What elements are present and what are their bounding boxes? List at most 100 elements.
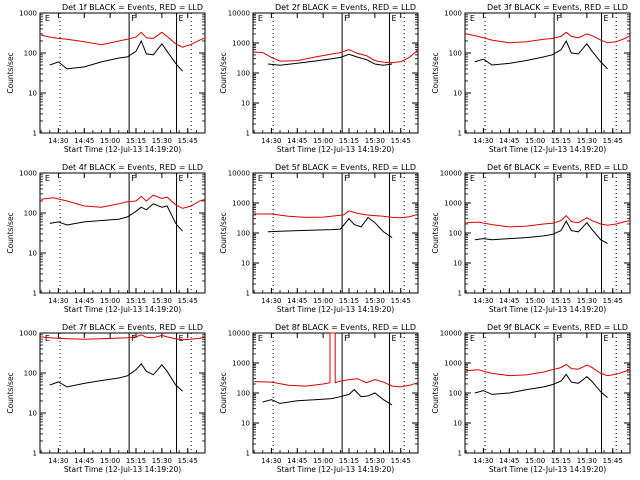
interval-marker-label: F xyxy=(556,174,561,183)
interval-marker-label: E xyxy=(604,334,609,343)
x-tick-label: 15:30 xyxy=(577,297,597,305)
x-tick-label: 15:00 xyxy=(313,137,333,145)
events-series-line xyxy=(267,53,393,66)
y-tick-label: 1000 xyxy=(232,200,250,208)
x-tick-label: 15:45 xyxy=(391,297,411,305)
y-tick-label: 1 xyxy=(246,450,250,458)
x-tick-label: 14:30 xyxy=(261,137,281,145)
y-tick-label: 1000 xyxy=(19,330,37,338)
events-series-line xyxy=(49,362,183,392)
y-tick-label: 10 xyxy=(241,100,250,108)
plot-frame xyxy=(39,332,206,454)
y-tick-label: 10000 xyxy=(228,170,250,178)
y-tick-label: 10000 xyxy=(440,330,462,338)
panel-title: Det 4f BLACK = Events, RED = LLD xyxy=(62,163,203,172)
y-tick-label: 100 xyxy=(24,210,37,218)
x-tick-label: 14:30 xyxy=(48,137,68,145)
interval-marker-label: F xyxy=(344,14,349,23)
interval-marker-label: F xyxy=(131,174,136,183)
y-tick-label: 10 xyxy=(241,420,250,428)
interval-marker-label: E xyxy=(470,14,475,23)
y-tick-label: 1 xyxy=(33,290,37,298)
interval-marker-label: E xyxy=(45,334,50,343)
interval-marker-label: E xyxy=(179,334,184,343)
interval-marker-label: E xyxy=(45,174,50,183)
y-axis-label: Counts/sec xyxy=(431,212,440,253)
plot-frame xyxy=(39,12,206,134)
y-axis-label: Counts/sec xyxy=(6,52,15,93)
y-tick-label: 10 xyxy=(453,420,462,428)
interval-marker-label: F xyxy=(131,334,136,343)
x-tick-label: 15:45 xyxy=(391,457,411,465)
lld-series-line xyxy=(40,31,206,48)
x-axis-label: Start Time (12-Jul-13 14:19:20) xyxy=(489,145,606,154)
y-tick-label: 1 xyxy=(246,130,250,138)
y-axis-label: Counts/sec xyxy=(6,212,15,253)
x-tick-label: 15:00 xyxy=(525,297,545,305)
x-tick-label: 15:15 xyxy=(339,137,359,145)
x-axis-label: Start Time (12-Jul-13 14:19:20) xyxy=(277,465,394,474)
y-tick-label: 10 xyxy=(453,90,462,98)
y-tick-label: 100 xyxy=(24,370,37,378)
panel-det-2: Det 2f BLACK = Events, RED = LLD 1 10 100 10… xyxy=(219,3,419,154)
x-tick-label: 15:15 xyxy=(126,297,146,305)
y-tick-label: 1000 xyxy=(444,360,462,368)
y-tick-label: 100 xyxy=(449,50,462,58)
y-tick-label: 10000 xyxy=(228,10,250,18)
interval-marker-label: E xyxy=(45,14,50,23)
events-series-line xyxy=(49,39,183,72)
x-axis-label: Start Time (12-Jul-13 14:19:20) xyxy=(64,145,181,154)
y-axis-label: Counts/sec xyxy=(431,372,440,413)
events-series-line xyxy=(474,39,608,70)
x-tick-label: 14:45 xyxy=(499,137,519,145)
events-series-line xyxy=(267,216,393,239)
panel-title: Det 9f BLACK = Events, RED = LLD xyxy=(487,323,628,332)
panel-title: Det 7f BLACK = Events, RED = LLD xyxy=(62,323,203,332)
x-tick-label: 15:45 xyxy=(178,137,198,145)
panel-det-9: Det 9f BLACK = Events, RED = LLD 1 10 100 10… xyxy=(431,323,631,474)
x-tick-label: 15:30 xyxy=(152,137,172,145)
x-tick-label: 14:30 xyxy=(48,297,68,305)
x-tick-label: 14:30 xyxy=(473,297,493,305)
y-tick-label: 10000 xyxy=(440,170,462,178)
interval-marker-label: E xyxy=(604,14,609,23)
y-tick-label: 1 xyxy=(458,450,462,458)
x-tick-label: 14:45 xyxy=(287,137,307,145)
y-tick-label: 1 xyxy=(33,130,37,138)
y-tick-label: 100 xyxy=(237,230,250,238)
lld-series-line xyxy=(465,31,631,44)
x-tick-label: 15:30 xyxy=(577,137,597,145)
plot-frame xyxy=(252,172,419,294)
panel-det-3: Det 3f BLACK = Events, RED = LLD 1 10 100 10… xyxy=(431,3,631,154)
y-tick-label: 100 xyxy=(237,70,250,78)
lld-series-line xyxy=(466,363,631,377)
y-tick-label: 1 xyxy=(246,290,250,298)
x-axis-label: Start Time (12-Jul-13 14:19:20) xyxy=(64,465,181,474)
interval-marker-label: E xyxy=(604,174,609,183)
x-axis-label: Start Time (12-Jul-13 14:19:20) xyxy=(277,305,394,314)
panel-det-1: Det 1f BLACK = Events, RED = LLD 1 10 100 10… xyxy=(6,3,206,154)
x-tick-label: 15:15 xyxy=(126,137,146,145)
y-tick-label: 100 xyxy=(449,390,462,398)
y-axis-label: Counts/sec xyxy=(6,372,15,413)
interval-marker-label: F xyxy=(131,14,136,23)
panel-title: Det 3f BLACK = Events, RED = LLD xyxy=(487,3,628,12)
y-axis-label: Counts/sec xyxy=(219,52,228,93)
y-tick-label: 1000 xyxy=(444,10,462,18)
x-tick-label: 15:15 xyxy=(339,457,359,465)
x-tick-label: 14:45 xyxy=(499,457,519,465)
interval-marker-label: E xyxy=(392,174,397,183)
y-tick-label: 10 xyxy=(28,250,37,258)
y-tick-label: 100 xyxy=(237,390,250,398)
panel-title: Det 2f BLACK = Events, RED = LLD xyxy=(275,3,416,12)
x-tick-label: 15:15 xyxy=(551,137,571,145)
lld-series-line xyxy=(254,332,419,388)
x-tick-label: 15:00 xyxy=(100,457,120,465)
y-tick-label: 1000 xyxy=(232,360,250,368)
x-axis-label: Start Time (12-Jul-13 14:19:20) xyxy=(64,305,181,314)
interval-marker-label: E xyxy=(258,14,263,23)
x-tick-label: 15:30 xyxy=(152,297,172,305)
plot-frame xyxy=(464,12,631,134)
lld-series-line xyxy=(254,210,419,219)
